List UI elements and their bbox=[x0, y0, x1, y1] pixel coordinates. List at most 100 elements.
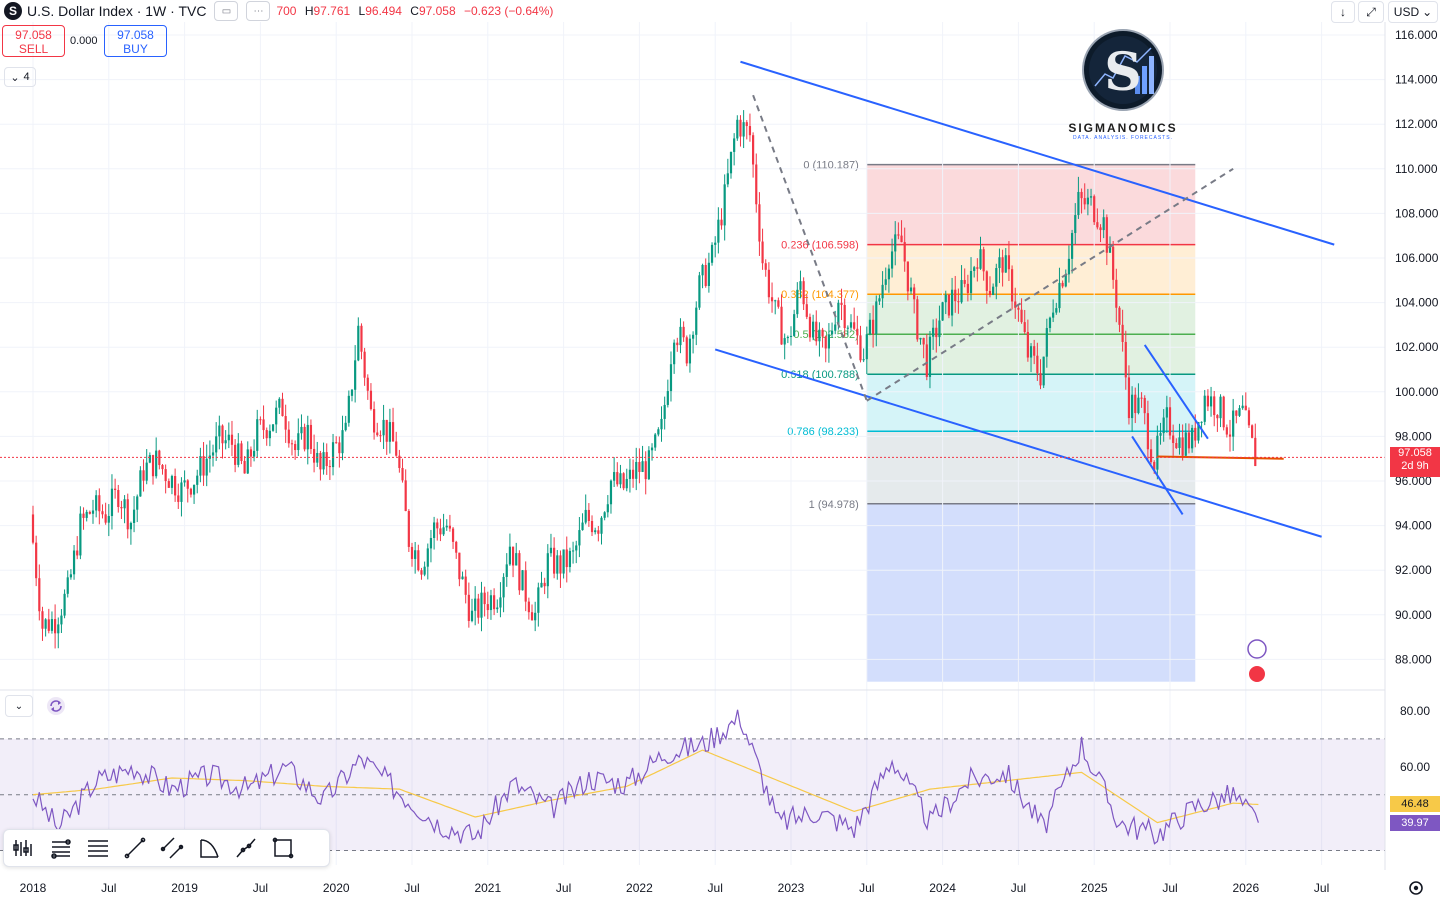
candle-body bbox=[657, 429, 660, 435]
close-value: 97.058 bbox=[418, 4, 456, 18]
price-tick-label: 92.000 bbox=[1395, 563, 1432, 577]
candle-body bbox=[1181, 437, 1184, 456]
cursor-tool-button[interactable] bbox=[10, 834, 38, 862]
rsi-tick-label: 80.00 bbox=[1400, 704, 1430, 718]
time-tick-label: Jul bbox=[253, 881, 268, 895]
currency-select[interactable]: USD ⌄ bbox=[1388, 1, 1438, 23]
rectangle-tool-button[interactable] bbox=[269, 834, 297, 862]
candle-body bbox=[455, 541, 458, 553]
trend-line-tool-button[interactable] bbox=[121, 834, 149, 862]
spread-value: 0.000 bbox=[70, 35, 98, 47]
price-tick-label: 116.000 bbox=[1395, 28, 1438, 42]
candle-body bbox=[562, 549, 565, 574]
candle-body bbox=[268, 430, 271, 439]
candle-body bbox=[433, 522, 436, 538]
time-tick-label: 2019 bbox=[171, 881, 198, 895]
candle-body bbox=[483, 592, 486, 605]
candle-body bbox=[47, 619, 50, 631]
parallel-channel-tool-button[interactable] bbox=[158, 834, 186, 862]
sync-icon[interactable] bbox=[46, 696, 66, 716]
price-tick-label: 102.000 bbox=[1395, 340, 1439, 354]
arc-tool-button[interactable] bbox=[195, 834, 223, 862]
candle-body bbox=[922, 337, 925, 345]
candle-body bbox=[76, 550, 79, 556]
lines-tool-button[interactable] bbox=[84, 834, 112, 862]
price-tick-label: 114.000 bbox=[1395, 73, 1438, 87]
candle-body bbox=[57, 624, 60, 634]
candle-body bbox=[467, 594, 470, 621]
path-tool-button[interactable] bbox=[232, 834, 260, 862]
sell-button[interactable]: 97.058 SELL bbox=[2, 25, 65, 57]
download-button[interactable]: ↓ bbox=[1331, 1, 1355, 23]
candle-body bbox=[736, 119, 739, 139]
compare-icon[interactable]: ▭ bbox=[214, 1, 239, 21]
candle-body bbox=[1055, 308, 1058, 313]
indicators-toggle-button[interactable]: ⌄ 4 bbox=[4, 67, 36, 87]
candle-body bbox=[1197, 422, 1200, 441]
candle-body bbox=[82, 513, 85, 518]
candle-body bbox=[1241, 405, 1244, 409]
candle-body bbox=[177, 495, 180, 502]
candle-body bbox=[846, 327, 849, 329]
candle-body bbox=[354, 360, 357, 390]
candle-body bbox=[1115, 279, 1118, 308]
brand-name: SIGMANOMICS bbox=[1068, 121, 1178, 135]
open-value: 700 bbox=[276, 4, 297, 18]
last-price-label: 97.058 2d 9h bbox=[1390, 447, 1440, 477]
candle-body bbox=[385, 419, 388, 442]
fib-icon bbox=[51, 839, 71, 859]
candle-body bbox=[969, 270, 973, 294]
candle-body bbox=[1156, 435, 1159, 470]
candle-body bbox=[218, 425, 221, 437]
candle-body bbox=[1093, 196, 1096, 223]
candle-body bbox=[186, 480, 189, 489]
symbol-title[interactable]: U.S. Dollar Index · 1W · TVC bbox=[27, 3, 207, 19]
high-label: H bbox=[304, 4, 314, 18]
candle-body bbox=[616, 472, 619, 485]
candle-body bbox=[234, 444, 237, 465]
channel-upper-line bbox=[740, 60, 1335, 246]
settings-icon[interactable] bbox=[1406, 878, 1426, 898]
brand-tagline: DATA. ANALYSIS. FORECASTS. bbox=[1073, 135, 1173, 141]
candle-body bbox=[294, 444, 297, 451]
candle-body bbox=[407, 511, 410, 547]
symbol-logo-icon: S bbox=[4, 2, 22, 20]
candle-body bbox=[834, 324, 837, 331]
symbol-header: S U.S. Dollar Index · 1W · TVC ▭ ⋯ 700 H… bbox=[0, 0, 558, 22]
candle-body bbox=[1039, 373, 1042, 386]
candle-body bbox=[613, 472, 616, 481]
candle-body bbox=[565, 549, 568, 568]
candle-body bbox=[540, 582, 543, 588]
candle-body bbox=[480, 592, 483, 618]
candle-body bbox=[271, 424, 275, 431]
candle-body bbox=[379, 435, 382, 437]
fib-tool-button[interactable] bbox=[47, 834, 75, 862]
candle-body bbox=[442, 527, 445, 535]
price-tick-label: 98.000 bbox=[1395, 429, 1432, 443]
path-icon bbox=[236, 838, 256, 858]
candle-body bbox=[783, 338, 786, 345]
candle-body bbox=[489, 595, 493, 611]
buy-button[interactable]: 97.058 BUY bbox=[104, 25, 167, 57]
candle-body bbox=[486, 604, 489, 611]
candle-body bbox=[309, 424, 313, 449]
candle-body bbox=[493, 595, 496, 610]
price-tick-label: 108.000 bbox=[1395, 206, 1439, 220]
maximize-button[interactable]: ⤢ bbox=[1358, 1, 1384, 23]
candle-body bbox=[767, 269, 770, 298]
fib-level-label: 0 (110.187) bbox=[803, 160, 858, 172]
high-value: 97.761 bbox=[313, 4, 351, 18]
candle-body bbox=[155, 450, 158, 477]
candle-body bbox=[72, 550, 76, 575]
close-label: C bbox=[410, 4, 419, 18]
more-icon[interactable]: ⋯ bbox=[246, 1, 271, 21]
candle-body bbox=[701, 264, 704, 276]
candle-body bbox=[1074, 215, 1077, 234]
candle-body bbox=[530, 612, 534, 621]
candle-body bbox=[1159, 433, 1162, 436]
candle-body bbox=[717, 219, 720, 243]
price-tick-label: 104.000 bbox=[1395, 296, 1439, 310]
candle-body bbox=[1014, 301, 1017, 308]
rsi-collapse-button[interactable]: ⌄ bbox=[5, 695, 33, 717]
